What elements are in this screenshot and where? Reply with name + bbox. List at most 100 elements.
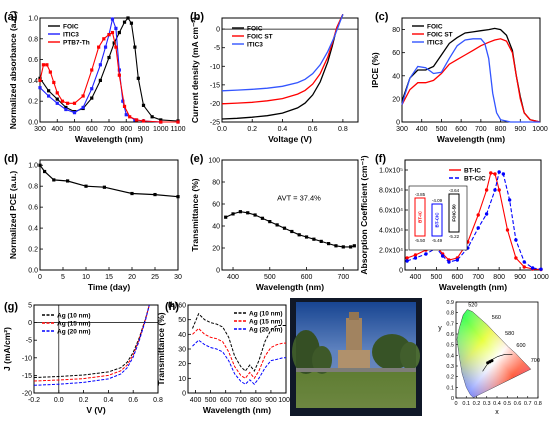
data-point: [159, 118, 163, 122]
x-axis-label: Wavelength (nm): [256, 282, 324, 292]
data-point: [90, 87, 94, 91]
data-point: [136, 76, 140, 80]
x-tick-label: 700: [475, 126, 487, 133]
y-tick-label: 40: [178, 332, 186, 339]
x-tick-label: 500: [431, 274, 443, 281]
level-box: [448, 193, 460, 233]
x-tick-label: 400: [51, 126, 63, 133]
data-point: [176, 195, 180, 199]
y-tick-label: 20: [392, 96, 400, 103]
y-tick-label: 2.0x10⁴: [379, 248, 403, 255]
x-tick-label: 1000: [532, 126, 548, 133]
series-line: [33, 304, 150, 378]
y-tick-label: 5: [28, 303, 32, 310]
plot-frame: [401, 17, 541, 123]
y-tick-label: 4.0x10⁴: [379, 228, 403, 235]
x-tick-label: 400: [190, 397, 202, 404]
energy-level-inset: -3.85 -5.50 BT-IC -4.09 -5.49 BT-CIC -3.64 -5.2…: [408, 185, 468, 251]
data-point: [110, 30, 115, 35]
data-point: [176, 120, 180, 124]
y-tick-label: 0.9: [446, 300, 454, 306]
y-tick-label: 20: [212, 246, 220, 253]
x-tick-label: 10: [82, 274, 90, 281]
y-tick-label: 0.2: [446, 375, 454, 381]
data-point: [490, 359, 494, 363]
data-point: [341, 245, 345, 249]
x-tick-label: 0.6: [514, 401, 522, 407]
y-axis-label: IPCE (%): [370, 52, 380, 88]
lumo-label: -3.85: [415, 192, 426, 197]
locus-label: 580: [505, 331, 514, 337]
data-point: [98, 63, 102, 67]
data-point: [48, 70, 52, 74]
x-tick-label: 1000: [153, 126, 169, 133]
data-point: [413, 253, 418, 257]
x-tick-label: 600: [451, 274, 463, 281]
data-point: [224, 215, 228, 219]
chart-b: 0.0 0.2 0.4 0.6 0.8 -25 -20 -15 -10 -5 0 Voltage (V…: [190, 14, 359, 144]
data-point: [66, 179, 70, 183]
x-axis-label: Voltage (V): [268, 134, 312, 144]
x-tick-label: 0.2: [473, 401, 481, 407]
y-tick-label: -10: [210, 64, 220, 71]
lumo-label: -3.64: [449, 188, 460, 193]
y-axis-label: y: [438, 325, 442, 332]
data-point: [290, 229, 294, 234]
legend-label: ITIC3: [63, 32, 79, 39]
data-point: [52, 178, 56, 182]
lumo-label: -4.09: [432, 198, 443, 203]
legend-label: PTB7-Th: [63, 40, 90, 47]
data-point: [304, 235, 309, 239]
y-tick-label: 0.7: [446, 321, 454, 327]
legend-label: Ag (20 nm): [57, 329, 91, 336]
x-axis-label: Wavelength (nm): [439, 282, 507, 292]
y-tick-label: 0.8: [28, 184, 38, 191]
data-point: [282, 226, 287, 230]
data-point: [60, 99, 65, 103]
data-point: [440, 254, 445, 258]
y-tick-label: 0.4: [28, 78, 38, 85]
x-tick-label: 0: [38, 274, 42, 281]
x-tick-label: 0.1: [462, 401, 470, 407]
series-line: [39, 31, 178, 123]
x-tick-label: 5: [61, 274, 65, 281]
x-tick-label: 0.8: [153, 397, 163, 404]
panel-letter: (h): [165, 301, 179, 313]
data-point: [55, 101, 59, 105]
data-point: [135, 118, 139, 122]
data-point: [84, 184, 88, 188]
locus-label: 520: [468, 302, 477, 308]
homo-label: -5.49: [432, 238, 443, 243]
y-tick-label: -5: [26, 338, 32, 345]
data-point: [47, 89, 51, 93]
y-tick-label: 0: [28, 320, 32, 327]
panel-letter: (g): [4, 301, 18, 313]
panel-letter: (b): [190, 11, 204, 23]
x-tick-label: 15: [105, 274, 113, 281]
data-point: [55, 97, 59, 101]
x-tick-label: 900: [514, 274, 526, 281]
plot-frame: [221, 17, 359, 123]
inset-frame: [408, 185, 468, 251]
data-point: [126, 16, 130, 20]
data-point: [128, 115, 132, 119]
y-tick-label: 30: [178, 347, 186, 354]
data-point: [141, 103, 146, 107]
panel-h: (h): [165, 301, 179, 313]
data-point: [246, 211, 250, 215]
data-point: [424, 252, 428, 256]
data-point: [539, 267, 543, 271]
x-tick-label: 20: [128, 274, 136, 281]
data-point: [81, 105, 85, 110]
data-point: [55, 91, 59, 95]
data-point: [238, 210, 242, 214]
y-tick-label: 60: [392, 50, 400, 57]
data-point: [97, 45, 101, 49]
annotation-avt: AVT = 37.4%: [277, 194, 321, 203]
panel-letter: (a): [4, 11, 18, 23]
data-point: [352, 244, 356, 248]
data-point: [107, 55, 111, 60]
data-point: [45, 63, 49, 67]
x-tick-label: 0.5: [503, 401, 511, 407]
